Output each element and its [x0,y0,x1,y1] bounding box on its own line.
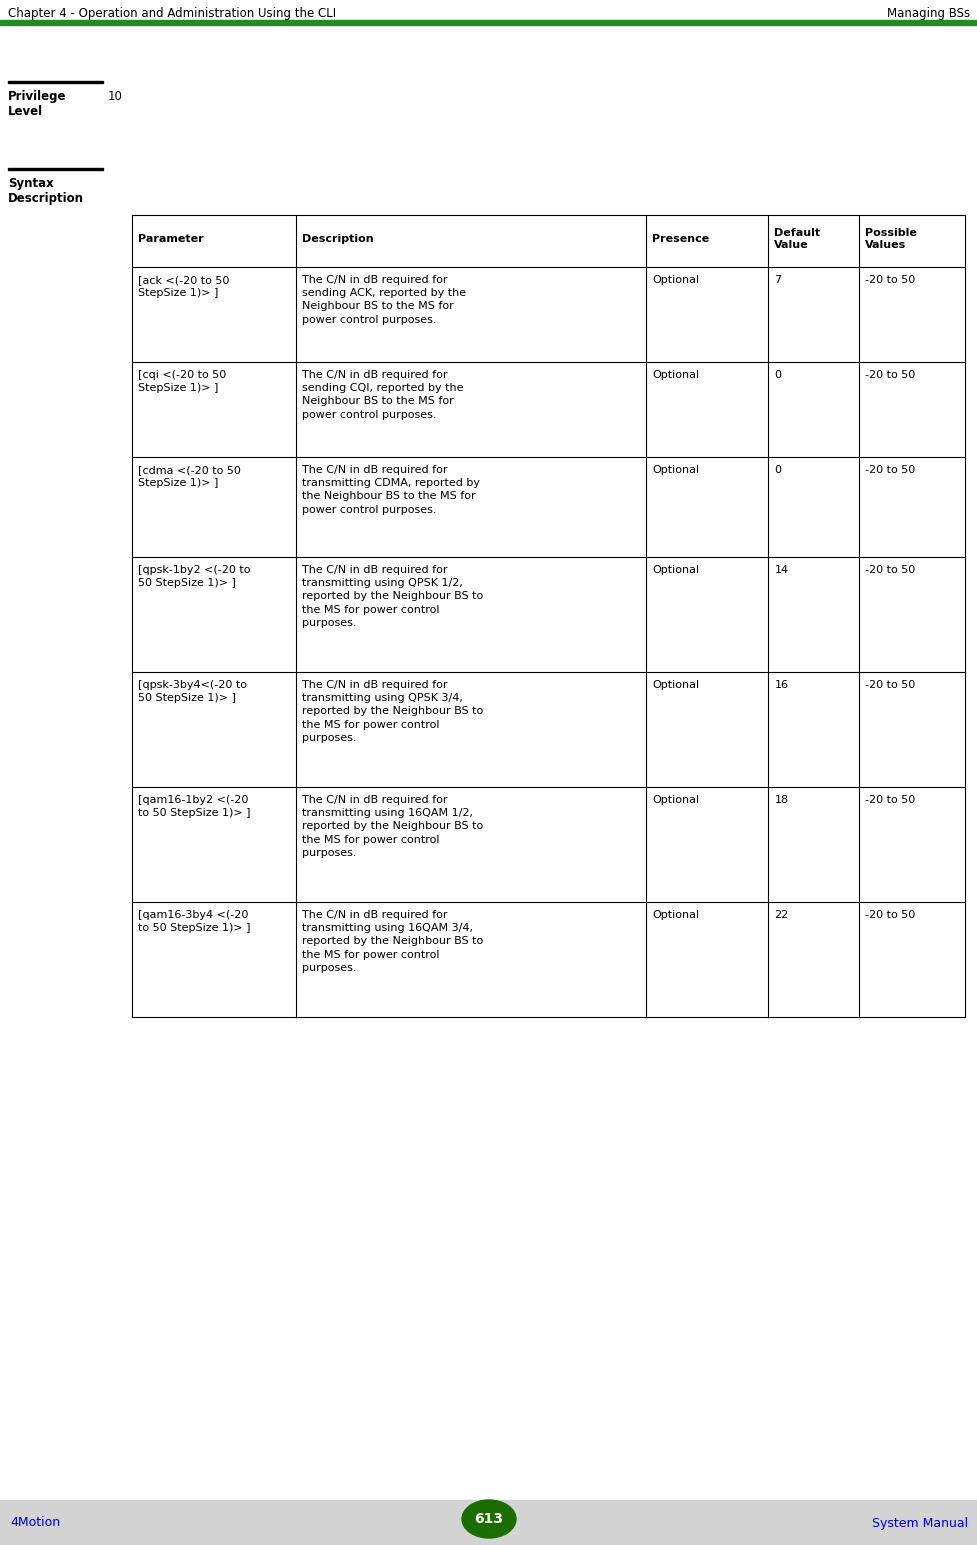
Text: Syntax: Syntax [8,178,54,190]
Text: 0: 0 [774,369,781,380]
Text: Description: Description [8,192,84,205]
Text: Presence: Presence [652,233,709,244]
Text: -20 to 50: -20 to 50 [864,680,914,691]
Text: [cqi <(-20 to 50
StepSize 1)> ]: [cqi <(-20 to 50 StepSize 1)> ] [138,369,226,392]
Text: The C/N in dB required for
transmitting using QPSK 3/4,
reported by the Neighbou: The C/N in dB required for transmitting … [302,680,483,743]
Bar [0,20,977,25]
Text: -20 to 50: -20 to 50 [864,465,914,474]
Text: Optional: Optional [652,369,699,380]
Text: The C/N in dB required for
transmitting using 16QAM 3/4,
reported by the Neighbo: The C/N in dB required for transmitting … [302,910,483,973]
Text: 4Motion: 4Motion [10,1517,60,1530]
Text: -20 to 50: -20 to 50 [864,275,914,284]
Text: Optional: Optional [652,680,699,691]
Text: Chapter 4 - Operation and Administration Using the CLI: Chapter 4 - Operation and Administration… [8,6,336,20]
Text: Default
Value: Default Value [774,227,820,250]
Text: [qpsk-1by2 <(-20 to
50 StepSize 1)> ]: [qpsk-1by2 <(-20 to 50 StepSize 1)> ] [138,565,250,589]
Text: -20 to 50: -20 to 50 [864,796,914,805]
Text: -20 to 50: -20 to 50 [864,369,914,380]
Text: 7: 7 [774,275,781,284]
Text: 10: 10 [107,90,123,104]
Text: System Manual: System Manual [871,1517,967,1530]
Text: [qam16-3by4 <(-20
to 50 StepSize 1)> ]: [qam16-3by4 <(-20 to 50 StepSize 1)> ] [138,910,250,933]
Text: -20 to 50: -20 to 50 [864,910,914,919]
Text: The C/N in dB required for
sending CQI, reported by the
Neighbour BS to the MS f: The C/N in dB required for sending CQI, … [302,369,463,420]
Text: Level: Level [8,105,43,117]
Text: Optional: Optional [652,565,699,575]
Text: 16: 16 [774,680,787,691]
Text: The C/N in dB required for
transmitting using 16QAM 1/2,
reported by the Neighbo: The C/N in dB required for transmitting … [302,796,483,857]
Text: Optional: Optional [652,910,699,919]
Text: Parameter: Parameter [138,233,203,244]
Text: Optional: Optional [652,465,699,474]
Text: 22: 22 [774,910,787,919]
Bar [0,1500,977,1545]
Text: The C/N in dB required for
transmitting CDMA, reported by
the Neighbour BS to th: The C/N in dB required for transmitting … [302,465,480,514]
Text: Possible
Values: Possible Values [864,227,915,250]
Ellipse shape [461,1500,516,1537]
Text: [ack <(-20 to 50
StepSize 1)> ]: [ack <(-20 to 50 StepSize 1)> ] [138,275,230,298]
Text: Managing BSs: Managing BSs [886,6,969,20]
Text: 14: 14 [774,565,787,575]
Text: -20 to 50: -20 to 50 [864,565,914,575]
Text: [cdma <(-20 to 50
StepSize 1)> ]: [cdma <(-20 to 50 StepSize 1)> ] [138,465,240,488]
Text: Description: Description [302,233,373,244]
Text: [qam16-1by2 <(-20
to 50 StepSize 1)> ]: [qam16-1by2 <(-20 to 50 StepSize 1)> ] [138,796,250,819]
Text: Optional: Optional [652,796,699,805]
Text: 0: 0 [774,465,781,474]
Text: Privilege: Privilege [8,90,66,104]
Text: Optional: Optional [652,275,699,284]
Bar [8,167,103,170]
Text: 613: 613 [474,1513,503,1526]
Text: The C/N in dB required for
transmitting using QPSK 1/2,
reported by the Neighbou: The C/N in dB required for transmitting … [302,565,483,627]
Text: The C/N in dB required for
sending ACK, reported by the
Neighbour BS to the MS f: The C/N in dB required for sending ACK, … [302,275,466,324]
Text: [qpsk-3by4<(-20 to
50 StepSize 1)> ]: [qpsk-3by4<(-20 to 50 StepSize 1)> ] [138,680,247,703]
Text: 18: 18 [774,796,787,805]
Bar [8,80,103,83]
